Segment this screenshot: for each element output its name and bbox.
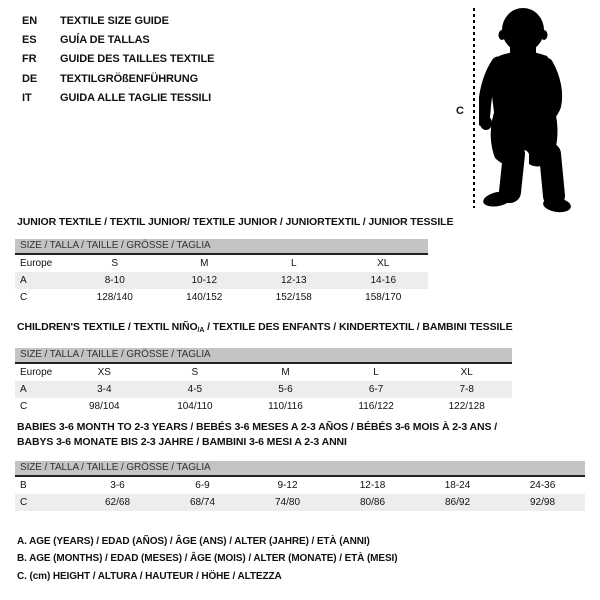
language-code: DE (22, 72, 38, 85)
toddler-silhouette-image (479, 8, 571, 213)
table-row: B 3-6 6-9 9-12 12-18 18-24 24-36 (15, 477, 585, 494)
size-cell: 3-4 (97, 384, 112, 395)
row-label: Europe (20, 258, 53, 269)
row-label: C (20, 292, 28, 303)
size-cell: M (200, 258, 209, 269)
children-size-table: SIZE / TALLA / TAILLE / GRÖSSE / TAGLIA … (15, 348, 512, 415)
size-cell: 6-7 (368, 384, 384, 395)
table-row: Europe S M L XL (15, 255, 428, 272)
size-cell: 152/158 (275, 292, 312, 303)
language-title: TEXTILE SIZE GUIDE (60, 14, 169, 27)
row-label: A (20, 275, 27, 286)
language-title: GUIDE DES TAILLES TEXTILE (60, 53, 215, 66)
size-header-band: SIZE / TALLA / TAILLE / GRÖSSE / TAGLIA (15, 461, 585, 477)
size-cell: 3-6 (110, 480, 125, 491)
language-title: TEXTILGRÖßENFÜHRUNG (60, 72, 199, 85)
language-code: EN (22, 14, 38, 27)
size-cell: XL (377, 258, 390, 269)
language-row: ES GUÍA DE TALLAS (22, 30, 214, 49)
size-cell: 140/152 (186, 292, 223, 303)
size-cell: 8-10 (104, 275, 125, 286)
size-cell: L (373, 367, 379, 378)
size-cell: 7-8 (459, 384, 474, 395)
table-row: A 8-10 10-12 12-13 14-16 (15, 272, 428, 289)
size-cell: XL (460, 367, 473, 378)
children-title-post: / TEXTILE DES ENFANTS / KINDERTEXTIL / B… (204, 321, 513, 333)
junior-size-table: SIZE / TALLA / TAILLE / GRÖSSE / TAGLIA … (15, 239, 428, 306)
language-list: EN TEXTILE SIZE GUIDE ES GUÍA DE TALLAS … (22, 11, 214, 108)
size-cell: 12-18 (359, 480, 386, 491)
row-label: B (20, 480, 27, 491)
language-code: IT (22, 92, 32, 105)
junior-section-title: JUNIOR TEXTILE / TEXTIL JUNIOR/ TEXTILE … (17, 216, 454, 228)
table-row: A 3-4 4-5 5-6 6-7 7-8 (15, 381, 512, 398)
row-label: A (20, 384, 27, 395)
children-title-pre: CHILDREN'S TEXTILE / TEXTIL NIÑO (17, 321, 198, 333)
language-row: IT GUIDA ALLE TAGLIE TESSILI (22, 89, 214, 108)
size-cell: 12-13 (280, 275, 307, 286)
size-header-band: SIZE / TALLA / TAILLE / GRÖSSE / TAGLIA (15, 239, 428, 255)
row-label: C (20, 497, 28, 508)
height-dotted-line (473, 8, 475, 208)
measure-legend: A. AGE (YEARS) / EDAD (AÑOS) / ÂGE (ANS)… (17, 533, 398, 585)
size-cell: 92/98 (529, 497, 556, 508)
table-row: C 128/140 140/152 152/158 158/170 (15, 289, 428, 306)
language-row: EN TEXTILE SIZE GUIDE (22, 11, 214, 30)
language-row: FR GUIDE DES TAILLES TEXTILE (22, 50, 214, 69)
row-label: Europe (20, 367, 53, 378)
size-cell: 6-9 (195, 480, 210, 491)
babies-table: B 3-6 6-9 9-12 12-18 18-24 24-36 C 62/68 68/74 74/… (15, 477, 585, 511)
size-cell: S (191, 367, 199, 378)
size-cell: 62/68 (104, 497, 131, 508)
language-row: DE TEXTILGRÖßENFÜHRUNG (22, 69, 214, 88)
size-cell: 5-6 (278, 384, 293, 395)
size-cell: XS (97, 367, 111, 378)
size-cell: 24-36 (529, 480, 556, 491)
legend-age-years: A. AGE (YEARS) / EDAD (AÑOS) / ÂGE (ANS)… (17, 536, 370, 547)
size-cell: 86/92 (444, 497, 471, 508)
size-header-band: SIZE / TALLA / TAILLE / GRÖSSE / TAGLIA (15, 348, 512, 364)
size-cell: 104/110 (177, 401, 213, 412)
language-title: GUIDA ALLE TAGLIE TESSILI (60, 92, 212, 105)
row-label: C (20, 401, 28, 412)
legend-height-cm: C. (cm) HEIGHT / ALTURA / HAUTEUR / HÖHE… (17, 570, 282, 582)
table-row: C 98/104 104/110 110/116 116/122 122/128 (15, 398, 512, 415)
language-title: GUÍA DE TALLAS (60, 34, 150, 47)
legend-age-months: B. AGE (MONTHS) / EDAD (MESES) / ÂGE (MO… (17, 553, 398, 565)
children-title-subscript: /A (197, 327, 205, 334)
size-cell: 18-24 (444, 480, 471, 491)
language-code: ES (22, 34, 37, 47)
height-measure-label: C (456, 105, 464, 117)
size-cell: 14-16 (370, 275, 397, 286)
size-cell: 9-12 (277, 480, 298, 491)
size-cell: 80/86 (359, 497, 386, 508)
babies-size-table: SIZE / TALLA / TAILLE / GRÖSSE / TAGLIA … (15, 461, 585, 511)
babies-section-title: BABIES 3-6 MONTH TO 2-3 YEARS / BEBÉS 3-… (17, 420, 497, 450)
size-cell: S (111, 258, 119, 269)
table-row: Europe XS S M L XL (15, 364, 512, 381)
children-table: Europe XS S M L XL A 3-4 4-5 5-6 6-7 7-8 C 98/104 104/… (15, 364, 512, 415)
junior-table: Europe S M L XL A 8-10 10-12 12-13 14-16 C 128/140 1… (15, 255, 428, 306)
size-cell: 4-5 (187, 384, 203, 395)
size-cell: 122/128 (448, 401, 485, 412)
language-code: FR (22, 53, 37, 66)
size-cell: L (290, 258, 297, 269)
size-cell: 74/80 (274, 497, 301, 508)
babies-title-line2: BABYS 3-6 MONATE BIS 2-3 JAHRE / BAMBINI… (17, 436, 347, 448)
size-cell: 68/74 (189, 497, 216, 508)
children-section-title: CHILDREN'S TEXTILE / TEXTIL NIÑO/A / TEX… (17, 321, 513, 334)
size-cell: 10-12 (191, 275, 218, 286)
size-cell: 110/116 (268, 401, 303, 412)
table-row: C 62/68 68/74 74/80 80/86 86/92 92/98 (15, 494, 585, 511)
babies-title-line1: BABIES 3-6 MONTH TO 2-3 YEARS / BEBÉS 3-… (17, 421, 498, 433)
size-cell: 116/122 (358, 401, 394, 412)
size-cell: 128/140 (96, 292, 133, 303)
size-cell: 158/170 (365, 292, 402, 303)
size-cell: 98/104 (89, 401, 120, 412)
size-cell: M (281, 367, 290, 378)
